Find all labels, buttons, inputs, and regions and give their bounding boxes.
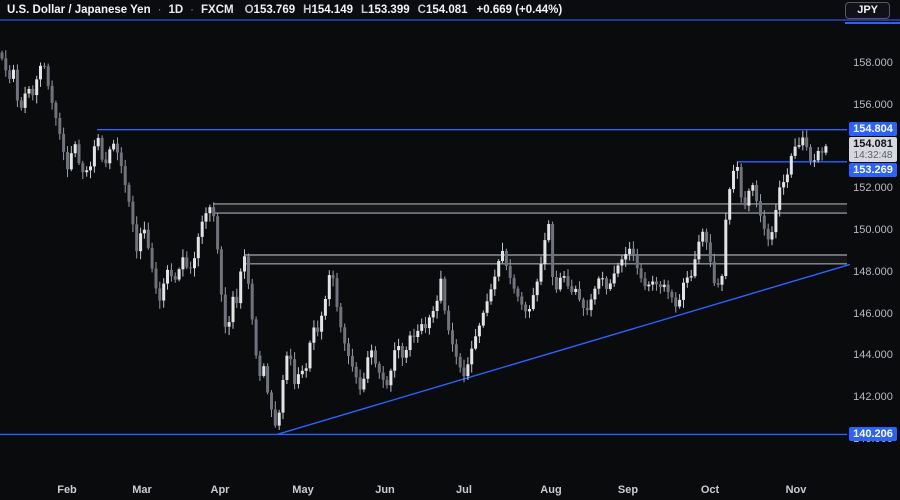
price-tick: 158.000 — [853, 57, 893, 69]
timeframe-label[interactable]: 1D — [168, 3, 184, 16]
month-label: Apr — [210, 484, 230, 496]
price-tick: 156.000 — [853, 98, 893, 111]
price-tick: 150.000 — [853, 224, 893, 236]
month-label: Oct — [700, 484, 720, 496]
current-price-badge: 154.081 14:32:48 — [849, 137, 897, 162]
price-line-badge: 153.269 — [849, 163, 897, 177]
chart-header: U.S. Dollar / Japanese Yen · 1D · FXCM O… — [0, 0, 900, 21]
currency-button[interactable]: JPY — [845, 2, 890, 19]
price-lines-layer[interactable] — [0, 128, 847, 436]
price-tick: 148.000 — [853, 265, 893, 278]
price-line-badge: 154.804 — [849, 122, 897, 136]
month-label: Jul — [456, 484, 472, 496]
price-line-badge: 140.206 — [849, 427, 897, 441]
supply-zones-layer — [213, 203, 847, 265]
price-tick: 152.000 — [853, 182, 893, 195]
month-label: Feb — [57, 484, 77, 496]
symbol-title[interactable]: U.S. Dollar / Japanese Yen — [7, 3, 151, 16]
price-tick: 142.000 — [853, 391, 893, 403]
ohlc-pair: H154.149 — [303, 3, 354, 16]
time-axis[interactable]: Feb Mar Apr May Jun Jul Aug Sep Oct Nov — [0, 480, 900, 500]
candles-layer — [0, 50, 828, 430]
exchange-label: FXCM — [201, 3, 234, 16]
ohlc-pair: O153.769 — [244, 3, 296, 16]
month-label: Sep — [617, 484, 639, 496]
price-tick: 144.000 — [853, 349, 893, 362]
ohlc-pair: C154.081 — [417, 3, 468, 16]
ohlc-values: O153.769 H154.149 L153.399 C154.081 — [245, 4, 468, 16]
month-label: May — [292, 484, 314, 496]
separator-dot: · — [190, 3, 194, 16]
price-change: +0.669 (+0.44%) — [476, 3, 563, 16]
month-label: Jun — [375, 484, 395, 496]
price-tick: 146.000 — [853, 307, 893, 320]
price-axis[interactable]: 158.000 156.000 152.000 150.000 148.000 146.0… — [848, 21, 900, 480]
separator-dot: · — [157, 3, 162, 16]
ohlc-pair: L153.399 — [361, 3, 410, 16]
month-label: Nov — [785, 484, 807, 496]
month-label: Mar — [132, 484, 152, 496]
month-label: Aug — [540, 484, 562, 496]
trendline[interactable] — [276, 263, 851, 436]
currency-tab-underline — [845, 22, 900, 24]
